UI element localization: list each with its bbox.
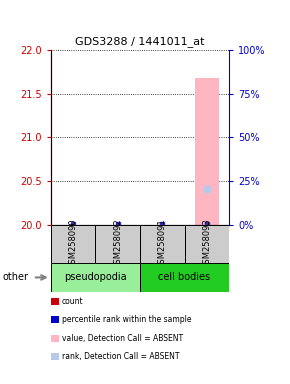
Text: pseudopodia: pseudopodia: [64, 272, 127, 283]
Text: GSM258093: GSM258093: [202, 218, 211, 269]
Bar: [95, 225, 140, 263]
Bar: [51, 225, 95, 263]
Text: rank, Detection Call = ABSENT: rank, Detection Call = ABSENT: [62, 352, 179, 361]
Text: GSM258092: GSM258092: [113, 218, 122, 269]
Title: GDS3288 / 1441011_at: GDS3288 / 1441011_at: [75, 36, 205, 47]
Text: percentile rank within the sample: percentile rank within the sample: [62, 315, 191, 324]
Text: other: other: [3, 272, 29, 283]
Text: count: count: [62, 297, 84, 306]
Bar: [184, 225, 229, 263]
Bar: [51, 263, 140, 292]
Text: GSM258091: GSM258091: [158, 218, 167, 269]
Text: value, Detection Call = ABSENT: value, Detection Call = ABSENT: [62, 334, 183, 343]
Text: cell bodies: cell bodies: [158, 272, 211, 283]
Bar: [140, 263, 229, 292]
Bar: [140, 225, 184, 263]
Text: GSM258090: GSM258090: [68, 218, 77, 269]
Bar: [195, 78, 219, 225]
